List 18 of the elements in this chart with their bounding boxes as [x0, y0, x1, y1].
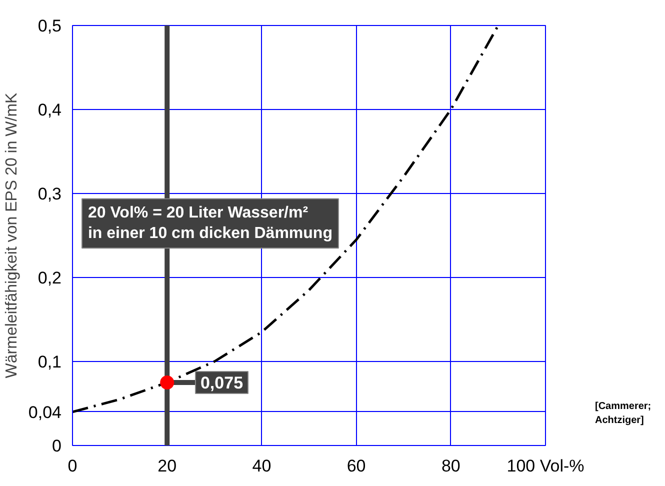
x-tick-label: 20	[158, 456, 177, 476]
y-tick-label: 0,4	[38, 100, 62, 120]
x-tick-label: 80	[441, 456, 460, 476]
y-tick-label: 0,1	[38, 352, 62, 372]
y-axis-title: Wärmeleitfähigkeit von EPS 20 in W/mK	[3, 92, 20, 378]
y-tick-label: 0,2	[38, 268, 62, 288]
x-tick-label: 60	[346, 456, 366, 476]
annotation: 20 Vol% = 20 Liter Wasser/m² in einer 10 cm dicken Dämmung	[88, 204, 332, 242]
y-tick-label: 0,04	[28, 402, 62, 422]
annotation: 0,075	[200, 374, 244, 392]
y-tick-label: 0,3	[38, 184, 62, 204]
y-tick-label: 0	[52, 436, 62, 456]
y-tick-label: 0,5	[38, 16, 62, 36]
x-tick-label: 0	[68, 456, 78, 476]
x-tick-label: 40	[252, 456, 272, 476]
x-tick-label: 100 Vol-%	[506, 456, 584, 476]
line-series	[72, 26, 500, 414]
text: [Cammerer; Achtziger]	[595, 400, 652, 428]
